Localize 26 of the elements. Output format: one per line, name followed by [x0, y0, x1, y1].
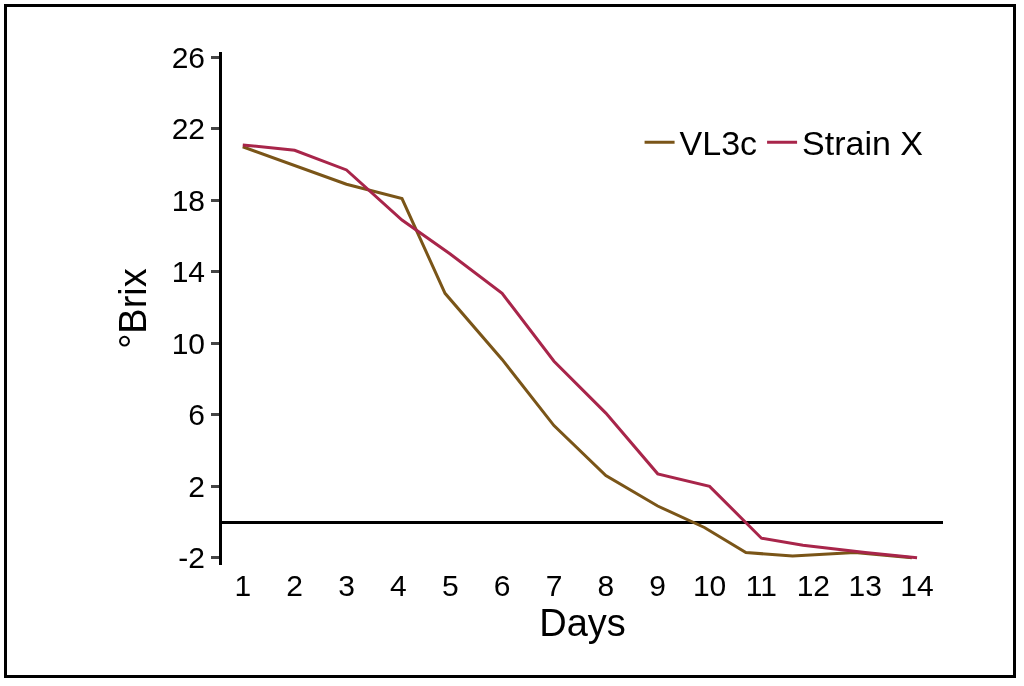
y-tick-label: 18: [171, 183, 205, 217]
x-tick-label: 6: [493, 569, 511, 602]
x-tick-label: 9: [649, 569, 667, 602]
x-tick-label: 14: [900, 569, 934, 602]
x-tick-label: 11: [745, 569, 778, 602]
x-tick-label: 13: [848, 569, 882, 602]
x-tick-label: 2: [286, 569, 303, 602]
legend-label: VL3c: [679, 124, 758, 163]
y-tick-label: -2: [178, 541, 205, 575]
x-tick-label: 5: [441, 569, 459, 602]
x-tick-label: 7: [545, 569, 563, 602]
y-axis-title: °Brix: [111, 268, 154, 349]
x-tick-label: 1: [234, 569, 252, 602]
y-tick-label: 22: [171, 112, 205, 146]
x-tick-label: 12: [796, 569, 831, 602]
x-tick-label: 3: [338, 569, 355, 602]
x-tick-label: 10: [692, 569, 727, 602]
x-axis-title: Days: [539, 602, 626, 645]
y-tick-label: 10: [171, 326, 205, 360]
y-tick-label: 6: [188, 398, 205, 432]
y-tick-label: 14: [171, 255, 205, 289]
y-tick-label: 2: [188, 469, 205, 503]
x-tick-label: 4: [390, 569, 407, 602]
x-tick-label: 8: [597, 569, 615, 602]
legend-label: Strain X: [802, 124, 924, 163]
y-tick-label: 26: [171, 40, 205, 74]
